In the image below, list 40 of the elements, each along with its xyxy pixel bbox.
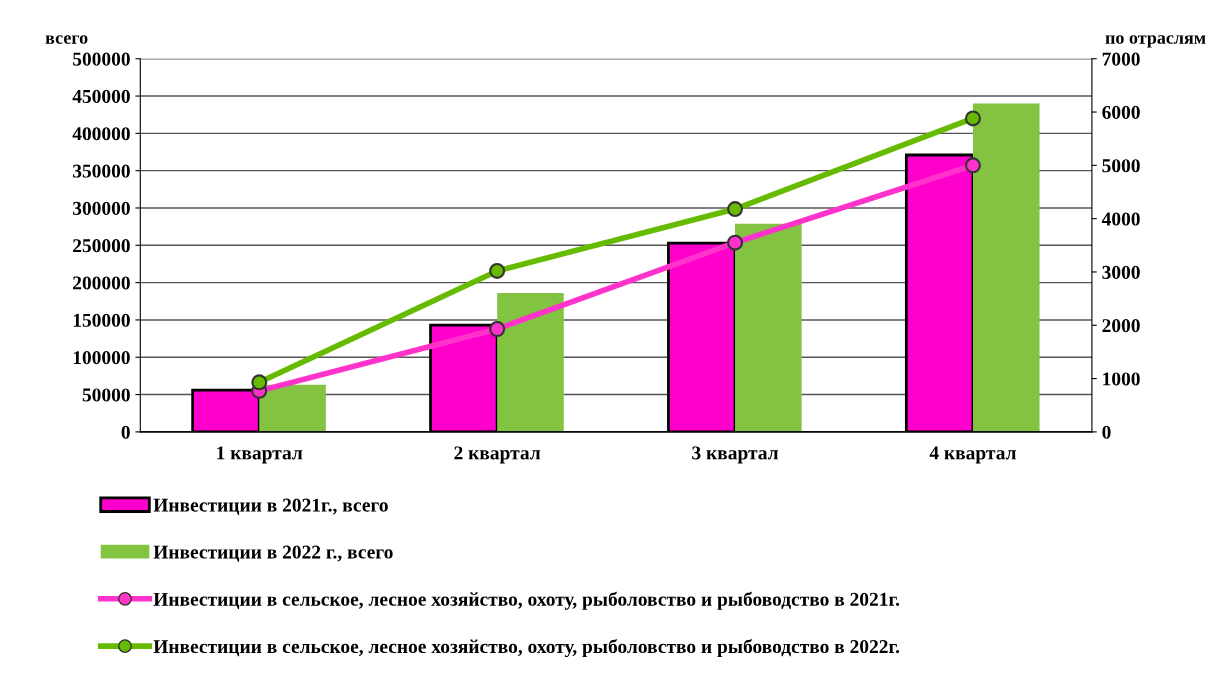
point [489, 321, 506, 337]
y-tick-label: 0 [121, 425, 130, 439]
y-axis-title: всего [45, 35, 88, 44]
y-tick-label: 250000 [73, 239, 130, 253]
x-tick-label: 3 квартал [692, 446, 779, 464]
x-tick-label: 4 квартал [929, 446, 1017, 464]
y-tick-label: 400000 [72, 127, 130, 141]
legend-label: Инвестиции в сельское, лесное хозяйство, охоту, рыболовство и рыбоводство в 2021г. [153, 591, 900, 610]
y2-tick-label: 6000 [1102, 105, 1140, 119]
bar [972, 103, 1040, 432]
point [964, 157, 981, 174]
legend-label: Инвестиции в сельское, лесное хозяйство, охоту, рыболовство и рыбоводство в 2022г. [153, 639, 900, 658]
y-tick-label: 100000 [73, 351, 130, 365]
point [489, 262, 506, 279]
legend-label: Инвестиции в 2022 г., всего [153, 545, 393, 562]
y-tick-label: 200000 [73, 276, 130, 290]
y2-tick-label: 3000 [1102, 265, 1140, 279]
y2-axis-title: по отраслям [1105, 35, 1206, 48]
y2-tick-label: 0 [1102, 425, 1111, 439]
bar [259, 384, 326, 432]
y-tick-label: 450000 [72, 89, 130, 103]
point [727, 201, 744, 218]
y-tick-label: 300000 [72, 201, 130, 215]
y-tick-label: 150000 [73, 313, 130, 327]
legend-label: Инвестиции в 2021г., всего [153, 498, 388, 515]
point [251, 374, 268, 391]
point [727, 234, 744, 251]
bar [497, 293, 564, 432]
y2-tick-label: 5000 [1102, 159, 1140, 173]
y2-tick-label: 1000 [1103, 372, 1140, 386]
bar [735, 223, 802, 432]
y-tick-label: 50000 [82, 388, 130, 402]
point [964, 110, 981, 127]
y2-tick-label: 2000 [1102, 319, 1140, 333]
y-tick-label: 500000 [73, 52, 130, 66]
y2-tick-label: 7000 [1102, 52, 1140, 66]
x-tick-label: 1 квартал [217, 446, 303, 464]
x-tick-label: 2 квартал [454, 446, 541, 464]
y-tick-label: 350000 [72, 164, 130, 178]
y2-tick-label: 4000 [1101, 212, 1140, 226]
